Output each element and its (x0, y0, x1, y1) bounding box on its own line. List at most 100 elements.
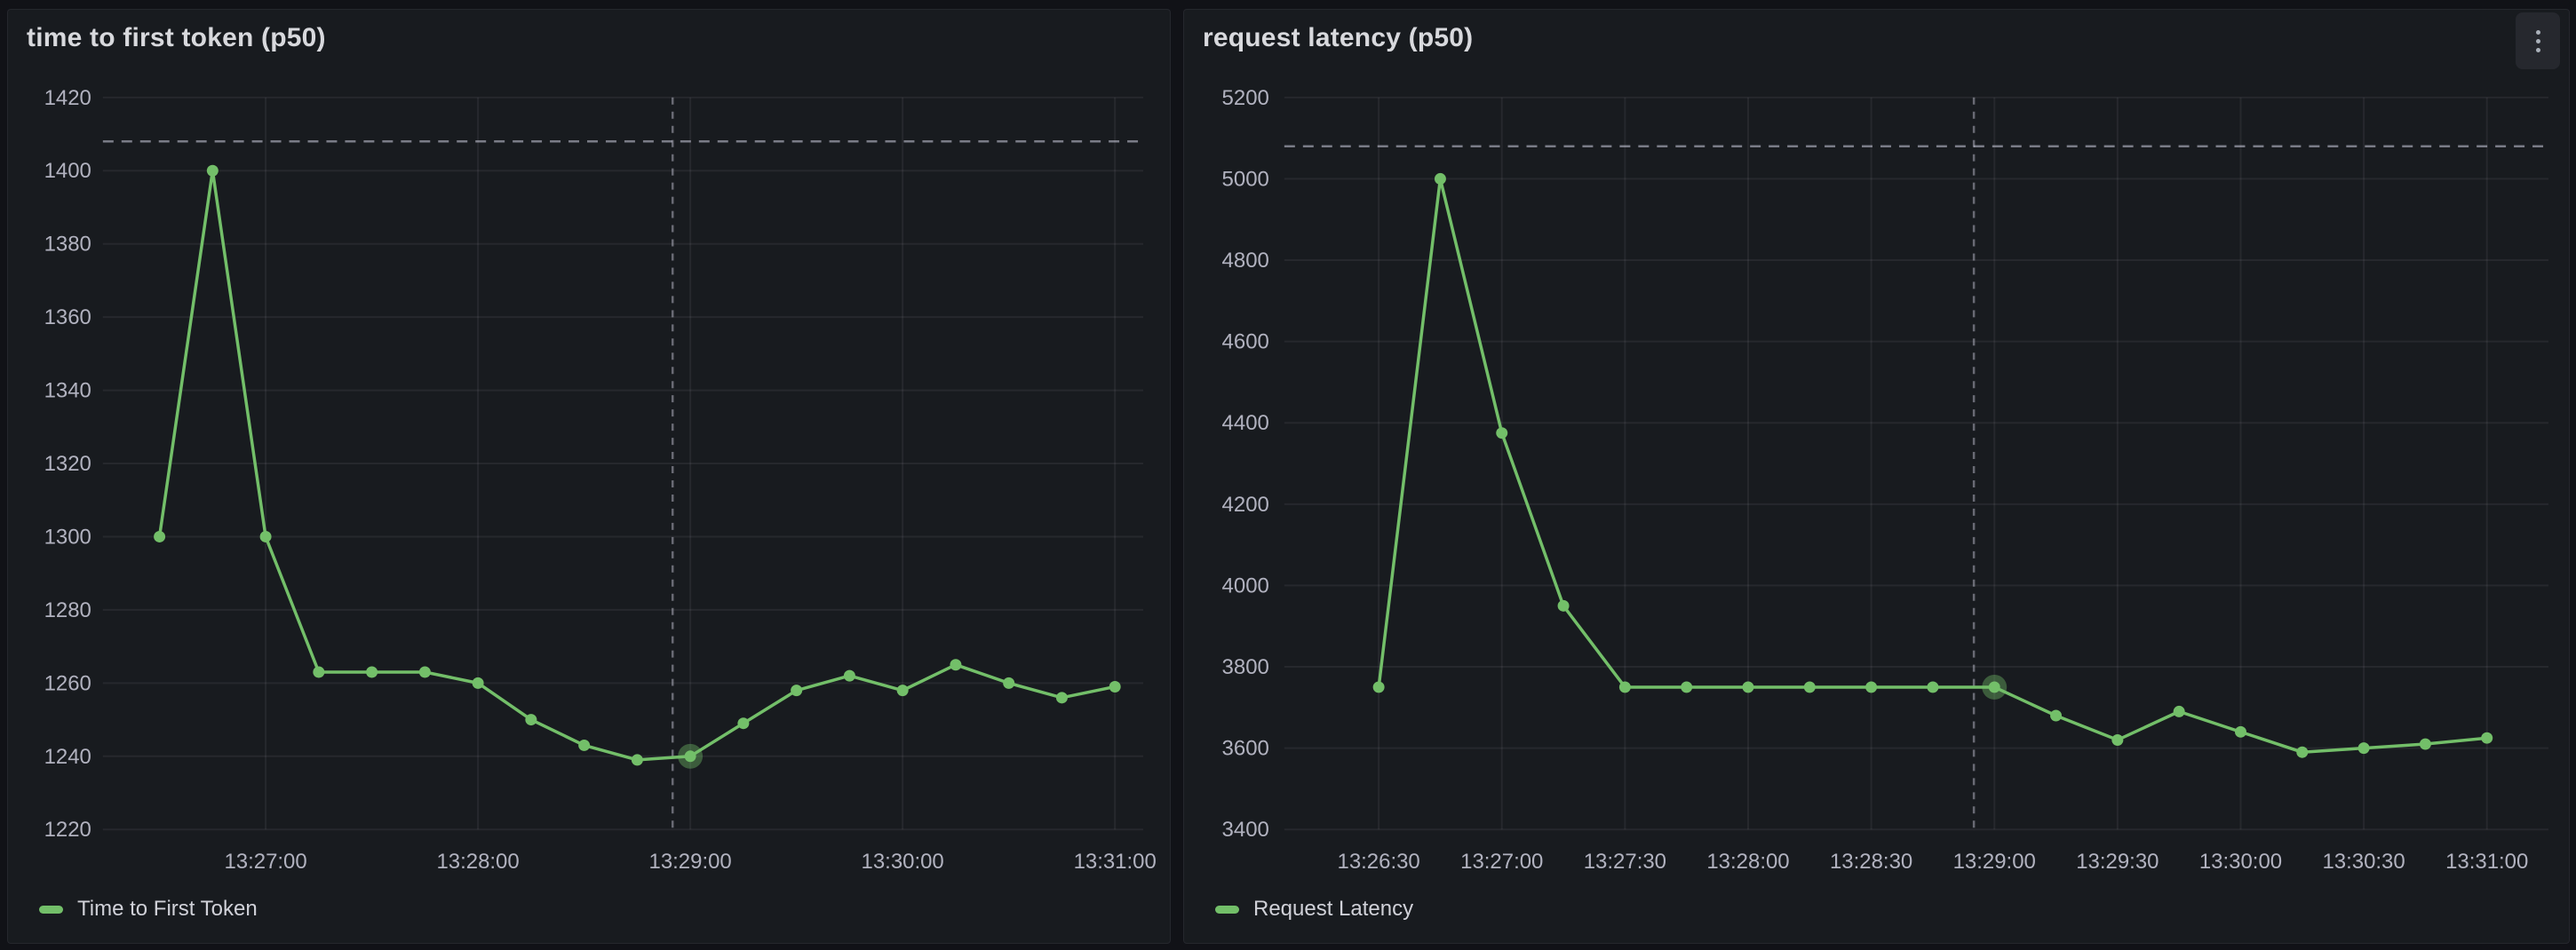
data-point[interactable] (1803, 681, 1816, 693)
grid-lines (102, 96, 1144, 831)
svg-text:13:26:30: 13:26:30 (1337, 850, 1419, 874)
data-point[interactable] (1618, 681, 1631, 693)
data-point[interactable] (843, 669, 855, 682)
svg-text:13:29:00: 13:29:00 (1953, 850, 2036, 874)
svg-text:1420: 1420 (44, 86, 91, 110)
data-point[interactable] (1434, 172, 1446, 185)
data-point[interactable] (2419, 738, 2431, 750)
data-point[interactable] (1742, 681, 1754, 693)
svg-text:3400: 3400 (1222, 818, 1269, 842)
svg-text:13:30:00: 13:30:00 (2199, 850, 2282, 874)
svg-text:13:28:30: 13:28:30 (1830, 850, 1912, 874)
legend-color-marker (1215, 905, 1239, 914)
data-point[interactable] (737, 717, 750, 730)
svg-text:5000: 5000 (1222, 167, 1269, 191)
svg-text:1260: 1260 (44, 671, 91, 695)
svg-text:1320: 1320 (44, 452, 91, 476)
svg-text:13:27:30: 13:27:30 (1584, 850, 1666, 874)
svg-text:1300: 1300 (44, 525, 91, 549)
data-point[interactable] (472, 677, 484, 689)
svg-text:5200: 5200 (1222, 86, 1269, 110)
svg-text:1340: 1340 (44, 379, 91, 403)
svg-text:13:29:00: 13:29:00 (649, 850, 732, 874)
svg-text:3600: 3600 (1222, 737, 1269, 761)
svg-text:13:27:00: 13:27:00 (224, 850, 306, 874)
data-point[interactable] (2481, 732, 2493, 744)
legend: Request Latency (1215, 897, 1413, 922)
svg-text:3800: 3800 (1222, 655, 1269, 679)
data-point[interactable] (1003, 677, 1015, 689)
data-point[interactable] (366, 666, 378, 678)
data-point[interactable] (1109, 680, 1121, 693)
legend-color-marker (39, 905, 63, 914)
svg-text:13:28:00: 13:28:00 (1706, 850, 1789, 874)
svg-text:1220: 1220 (44, 818, 91, 842)
data-point[interactable] (525, 714, 537, 726)
data-point[interactable] (1557, 599, 1570, 612)
x-axis-tick-labels: 13:26:30 13:27:00 13:27:30 13:28:00 13:28:30… (1337, 850, 2528, 874)
data-point[interactable] (1496, 427, 1508, 439)
data-point[interactable] (2296, 746, 2309, 758)
data-point[interactable] (1927, 681, 1939, 693)
time-to-first-token-chart[interactable]: 1220 1240 1260 1280 1300 1320 1340 1360 1380 1400… (8, 10, 1170, 943)
svg-text:13:27:00: 13:27:00 (1460, 850, 1543, 874)
data-point[interactable] (2111, 733, 2124, 746)
data-points[interactable] (154, 164, 1121, 766)
panel-title: request latency (p50) (1203, 23, 1474, 52)
data-point[interactable] (2234, 725, 2246, 738)
data-point[interactable] (259, 530, 272, 542)
svg-text:13:30:30: 13:30:30 (2322, 850, 2405, 874)
svg-text:13:29:30: 13:29:30 (2076, 850, 2159, 874)
data-point[interactable] (313, 666, 325, 678)
data-point[interactable] (1055, 692, 1068, 704)
svg-text:13:31:00: 13:31:00 (1074, 850, 1157, 874)
panel-header[interactable]: request latency (p50) (1184, 10, 2569, 67)
legend-item-time-to-first-token[interactable]: Time to First Token (39, 897, 258, 922)
data-point[interactable] (418, 666, 431, 678)
data-point[interactable] (631, 754, 643, 766)
svg-text:1360: 1360 (44, 305, 91, 329)
svg-text:1400: 1400 (44, 159, 91, 183)
data-point[interactable] (1681, 681, 1693, 693)
data-point[interactable] (950, 659, 962, 671)
data-points[interactable] (1372, 172, 2493, 758)
data-point[interactable] (578, 739, 591, 751)
legend: Time to First Token (39, 897, 258, 922)
request-latency-chart[interactable]: 3400 3600 3800 4000 4200 4400 4600 4800 5000 5200… (1184, 10, 2569, 943)
data-point[interactable] (2050, 709, 2063, 722)
data-point[interactable] (684, 750, 696, 763)
grid-lines (1284, 96, 2549, 831)
svg-text:13:31:00: 13:31:00 (2445, 850, 2528, 874)
legend-label: Request Latency (1253, 897, 1414, 921)
svg-text:13:30:00: 13:30:00 (862, 850, 944, 874)
data-point[interactable] (1988, 681, 2000, 693)
svg-text:1240: 1240 (44, 745, 91, 769)
y-axis-tick-labels: 3400 3600 3800 4000 4200 4400 4600 4800 5000 5200 (1222, 86, 1269, 842)
legend-item-request-latency[interactable]: Request Latency (1215, 897, 1413, 922)
svg-text:4800: 4800 (1222, 249, 1269, 273)
svg-text:1380: 1380 (44, 233, 91, 257)
x-axis-tick-labels: 13:27:00 13:28:00 13:29:00 13:30:00 13:31:00 (224, 850, 1156, 874)
data-point[interactable] (2357, 742, 2370, 755)
data-point[interactable] (2173, 705, 2185, 717)
svg-text:4000: 4000 (1222, 574, 1269, 598)
svg-text:4400: 4400 (1222, 411, 1269, 435)
panel-menu-button[interactable] (2516, 12, 2560, 69)
data-point[interactable] (154, 530, 166, 542)
data-point[interactable] (791, 685, 803, 697)
y-axis-tick-labels: 1220 1240 1260 1280 1300 1320 1340 1360 1380 1400… (44, 86, 91, 842)
svg-text:1280: 1280 (44, 598, 91, 622)
panel-title: time to first token (p50) (27, 23, 326, 52)
data-point[interactable] (896, 685, 909, 697)
svg-text:4600: 4600 (1222, 330, 1269, 354)
legend-label: Time to First Token (77, 897, 258, 921)
svg-text:13:28:00: 13:28:00 (437, 850, 520, 874)
data-point[interactable] (206, 164, 219, 177)
kebab-vertical-icon (2535, 29, 2540, 52)
series-line (157, 169, 1117, 762)
data-point[interactable] (1865, 681, 1878, 693)
data-point[interactable] (1372, 681, 1385, 693)
panel-header[interactable]: time to first token (p50) (8, 10, 1170, 67)
panel-request-latency: request latency (p50) 3400 3600 3800 4000 42… (1183, 9, 2570, 944)
svg-text:4200: 4200 (1222, 493, 1269, 517)
